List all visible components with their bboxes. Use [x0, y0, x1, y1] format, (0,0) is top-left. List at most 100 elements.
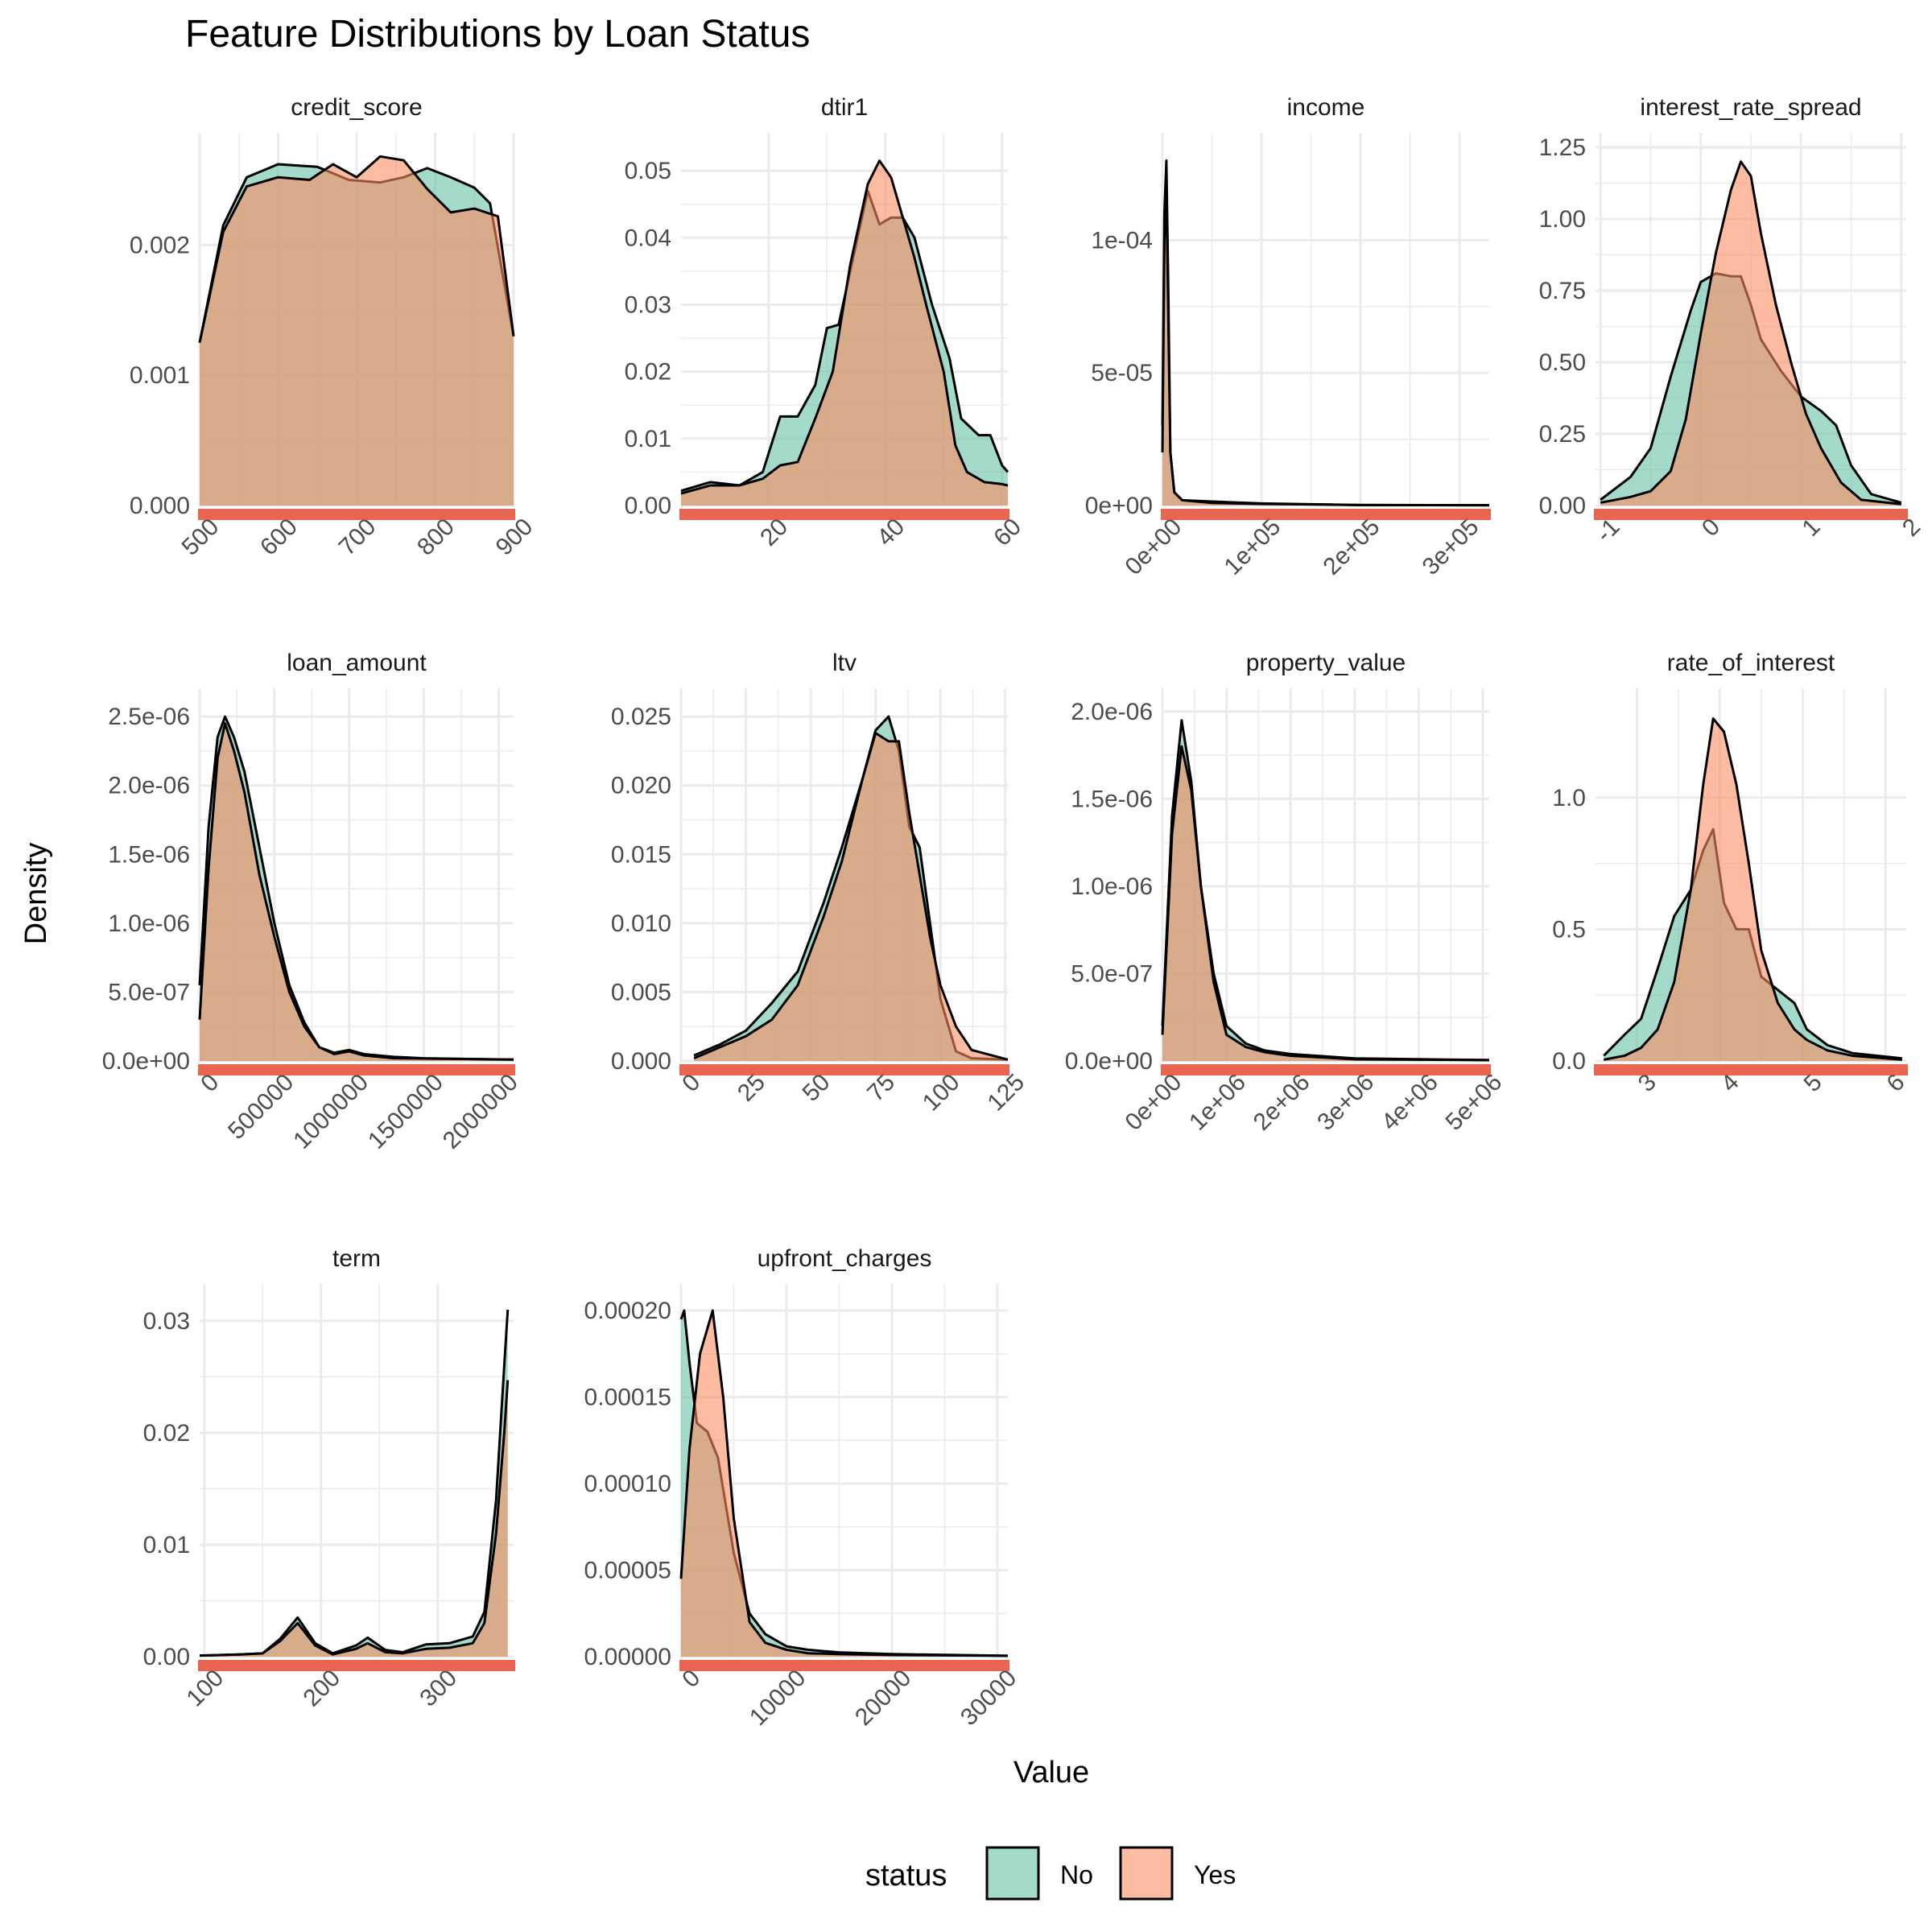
x-tick-label: 500 — [177, 514, 225, 561]
y-tick-label: 0.000 — [130, 493, 190, 519]
y-tick-label: 2.5e-06 — [108, 704, 190, 730]
y-tick-label: 0.75 — [1539, 278, 1586, 304]
y-tick-label: 1.0 — [1552, 785, 1586, 811]
rug-band — [1161, 509, 1491, 520]
x-tick-label: 2e+05 — [1319, 514, 1385, 580]
panel-property-value: property_value 0.0e+00 5.0e-07 1.0e-06 1.5e-… — [1065, 650, 1508, 1136]
y-tick-label: 1.5e-06 — [1071, 786, 1153, 812]
chart-title: Feature Distributions by Loan Status — [185, 13, 810, 56]
legend-label-no: No — [1060, 1860, 1093, 1889]
density-line-yes — [198, 722, 514, 1061]
facet-label: dtir1 — [821, 94, 868, 121]
facet-label: ltv — [832, 650, 857, 676]
y-tick-label: 5.0e-07 — [108, 979, 190, 1005]
y-tick-label: 1.0e-06 — [1071, 873, 1153, 900]
density-line-yes — [693, 732, 1009, 1061]
density-area-yes — [681, 1311, 1008, 1657]
panel-upfront-charges: upfront_charges 0.00000 0.00005 0.00010 0.00… — [584, 1245, 1022, 1731]
facet-label: credit_score — [291, 94, 422, 121]
density-line-yes — [1604, 717, 1902, 1061]
y-tick-label: 1.0e-06 — [108, 910, 190, 937]
x-tick-label: 300 — [415, 1665, 462, 1712]
y-tick-label: 0.00 — [1539, 493, 1586, 519]
density-area-yes — [200, 156, 514, 506]
x-tick-label: 30000 — [956, 1665, 1022, 1731]
panel-credit-score: credit_score 0.000 0.001 0.002 500 600 700 800 9… — [130, 94, 538, 561]
x-tick-label: 4e+06 — [1377, 1069, 1443, 1136]
x-tick-label: 10000 — [745, 1665, 811, 1731]
density-line-no — [1161, 719, 1490, 1062]
rug-band — [679, 509, 1009, 520]
rug-band — [1594, 509, 1908, 520]
y-tick-label: 0.002 — [130, 232, 190, 258]
x-tick-label: 20000 — [850, 1665, 916, 1731]
x-tick-label: 0e+00 — [1120, 1069, 1187, 1136]
x-axis-title: Value — [1013, 1756, 1089, 1790]
y-tick-label: 0.01 — [625, 426, 671, 452]
y-tick-label: 0.02 — [143, 1420, 190, 1447]
y-tick-label: 0.00020 — [584, 1298, 671, 1324]
x-tick-label: 2000000 — [438, 1069, 523, 1154]
x-tick-label: 2e+06 — [1249, 1069, 1315, 1136]
y-axis-title: Density — [19, 843, 53, 945]
x-tick-label: 200 — [298, 1665, 345, 1712]
density-area-no — [200, 1309, 508, 1657]
rug-band — [679, 1064, 1009, 1075]
legend-title: status — [865, 1859, 947, 1893]
density-line-yes — [198, 155, 515, 344]
x-tick-label: 1e+06 — [1184, 1069, 1251, 1136]
x-tick-label: 800 — [412, 514, 460, 561]
y-tick-label: 1.5e-06 — [108, 841, 190, 868]
y-tick-label: 0.00015 — [584, 1385, 671, 1411]
x-tick-label: 100 — [918, 1069, 965, 1117]
y-tick-label: 0.010 — [611, 910, 671, 937]
y-tick-label: 0.01 — [143, 1532, 190, 1558]
density-area-yes — [200, 723, 514, 1061]
y-tick-label: 1.25 — [1539, 134, 1586, 161]
y-tick-label: 1.00 — [1539, 206, 1586, 233]
density-line-no — [199, 1309, 510, 1657]
y-tick-label: 0.020 — [611, 773, 671, 799]
y-tick-label: 0.00 — [625, 493, 671, 519]
facet-panels: credit_score 0.000 0.001 0.002 500 600 700 800 9… — [102, 94, 1926, 1731]
y-tick-label: 0.50 — [1539, 349, 1586, 376]
x-tick-label: 100 — [181, 1665, 229, 1712]
rug-band — [198, 509, 515, 520]
x-tick-label: 900 — [491, 514, 539, 561]
y-tick-label: 5e-05 — [1091, 360, 1153, 386]
x-tick-label: 0e+00 — [1120, 514, 1187, 580]
y-tick-label: 0.001 — [130, 362, 190, 389]
x-tick-label: 500000 — [223, 1069, 299, 1145]
rug-band — [1161, 1064, 1491, 1075]
density-line-yes — [1161, 745, 1490, 1062]
facet-label: interest_rate_spread — [1640, 94, 1861, 121]
density-area-yes — [681, 160, 1008, 506]
legend-key-no — [985, 1846, 1040, 1901]
y-tick-label: 0.02 — [625, 359, 671, 386]
facet-label: loan_amount — [287, 650, 427, 676]
x-tick-label: 3e+06 — [1312, 1069, 1379, 1136]
y-tick-label: 0e+00 — [1085, 493, 1153, 519]
facet-label: rate_of_interest — [1667, 650, 1835, 676]
facet-label: property_value — [1246, 650, 1406, 676]
y-tick-label: 0.0e+00 — [102, 1048, 190, 1075]
density-line-yes — [1600, 160, 1901, 506]
y-tick-label: 0.00005 — [584, 1558, 671, 1584]
y-tick-label: 0.00000 — [584, 1644, 671, 1670]
y-tick-label: 0.00 — [143, 1644, 190, 1670]
y-tick-label: 0.0e+00 — [1065, 1048, 1153, 1075]
x-tick-label: 5e+06 — [1441, 1069, 1508, 1136]
y-tick-label: 0.00010 — [584, 1471, 671, 1497]
y-tick-label: 0.03 — [143, 1308, 190, 1335]
x-tick-label: 700 — [334, 514, 382, 561]
density-line-yes — [199, 1380, 510, 1657]
density-line-yes — [679, 1309, 1009, 1657]
legend: status No Yes — [865, 1846, 1236, 1901]
x-tick-label: 1e+05 — [1220, 514, 1286, 580]
panel-loan-amount: loan_amount 0.0e+00 5.0e-07 1.0e-06 1.5e-06 2… — [102, 650, 523, 1154]
y-tick-label: 0.005 — [611, 979, 671, 1005]
y-tick-label: 0.25 — [1539, 421, 1586, 448]
